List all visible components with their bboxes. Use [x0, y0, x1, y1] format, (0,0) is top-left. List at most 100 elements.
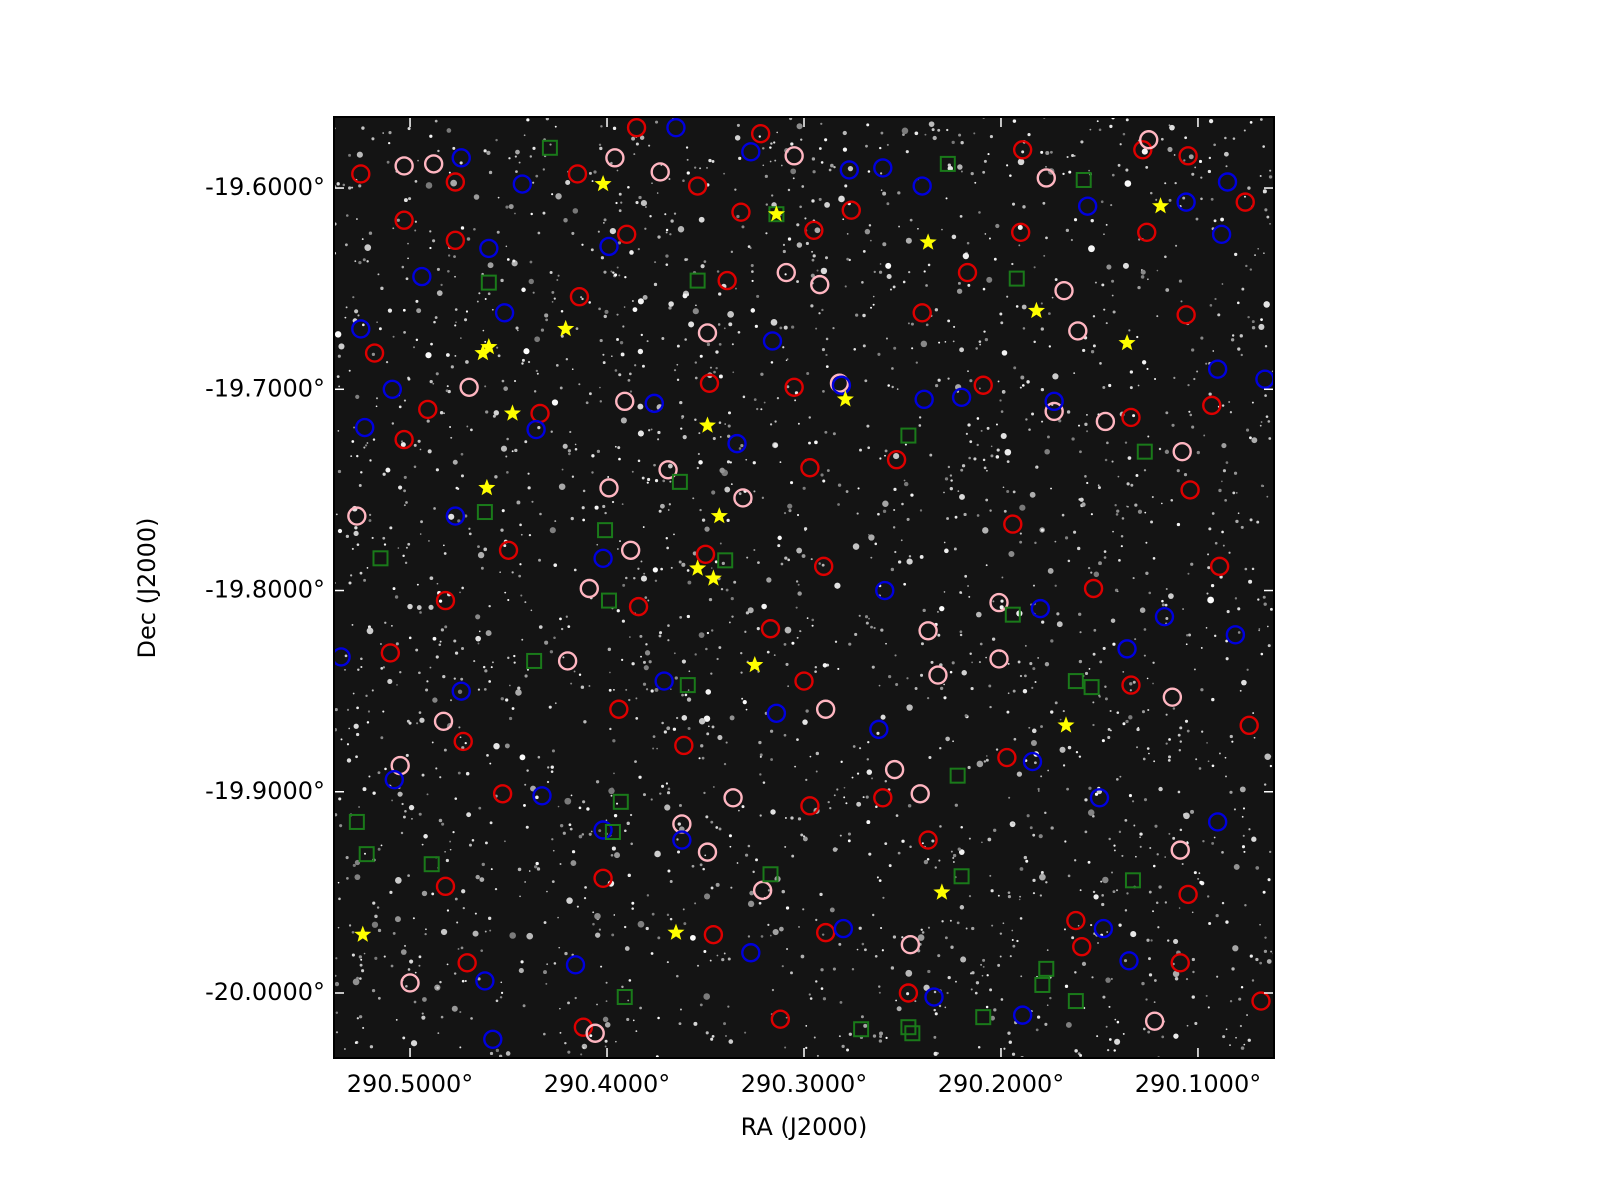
background-star	[1219, 575, 1223, 579]
background-star	[760, 408, 763, 411]
background-star	[434, 119, 438, 123]
background-star	[766, 577, 772, 583]
background-star	[759, 814, 762, 817]
background-star	[610, 270, 613, 273]
background-star	[1257, 598, 1260, 601]
background-star	[1028, 726, 1031, 729]
circle-marker	[1030, 598, 1051, 619]
background-star	[961, 670, 967, 676]
background-star	[731, 615, 734, 618]
background-star	[583, 897, 587, 900]
background-star	[1241, 815, 1244, 818]
background-star	[723, 762, 727, 766]
background-star	[1034, 681, 1037, 684]
background-star	[609, 671, 611, 674]
background-star	[694, 902, 697, 905]
background-star	[718, 374, 723, 379]
background-star	[1173, 154, 1176, 156]
background-star	[1207, 566, 1211, 570]
background-star	[379, 642, 382, 645]
background-star	[647, 599, 650, 602]
background-star	[1221, 480, 1223, 483]
background-star	[1118, 830, 1122, 834]
star-marker	[1118, 334, 1136, 351]
background-star	[400, 831, 404, 835]
background-star	[1237, 512, 1240, 515]
background-star	[1108, 383, 1112, 388]
background-star	[508, 157, 511, 160]
background-star	[1012, 490, 1016, 494]
background-star	[900, 539, 903, 542]
background-star	[676, 974, 679, 978]
background-star	[1164, 182, 1167, 185]
circle-marker	[1207, 359, 1228, 379]
background-star	[709, 959, 712, 962]
background-star	[439, 776, 442, 779]
background-star	[431, 892, 435, 896]
background-star	[938, 859, 941, 862]
background-star	[886, 273, 892, 280]
background-star	[394, 916, 401, 923]
background-star	[917, 934, 925, 941]
background-star	[764, 174, 768, 178]
background-star	[727, 434, 731, 438]
background-star	[877, 512, 880, 516]
background-star	[936, 1052, 939, 1055]
background-star	[351, 186, 354, 189]
background-star	[790, 481, 794, 485]
background-star	[1032, 667, 1036, 671]
background-star	[1112, 530, 1114, 533]
background-star	[345, 534, 350, 539]
background-star	[770, 758, 774, 761]
background-star	[1074, 971, 1077, 974]
background-star	[705, 1031, 709, 1035]
circle-marker	[1022, 751, 1043, 772]
background-star	[1088, 169, 1090, 172]
background-star	[1119, 143, 1122, 146]
background-star	[462, 906, 465, 910]
background-star	[1244, 567, 1248, 571]
background-star	[542, 168, 546, 171]
background-star	[472, 930, 479, 937]
background-star	[687, 727, 691, 730]
background-star	[564, 1041, 567, 1045]
background-star	[596, 543, 599, 546]
circle-marker	[1172, 441, 1192, 462]
background-star	[1050, 826, 1054, 830]
background-star	[730, 886, 733, 889]
background-star	[702, 867, 705, 871]
background-star	[710, 629, 714, 632]
background-star	[1054, 701, 1058, 705]
background-star	[602, 1016, 609, 1023]
background-star	[1161, 599, 1164, 603]
background-star	[1195, 217, 1199, 221]
background-star	[949, 919, 952, 922]
background-star	[1029, 491, 1036, 498]
background-star	[1104, 685, 1107, 688]
background-star	[524, 440, 528, 444]
circle-marker	[615, 391, 635, 412]
background-star	[559, 1031, 562, 1034]
background-star	[1035, 466, 1037, 469]
background-star	[610, 853, 614, 857]
background-star	[515, 149, 520, 155]
background-star	[818, 197, 822, 201]
background-star	[565, 180, 571, 186]
background-star	[684, 693, 688, 697]
background-star	[532, 146, 536, 150]
background-star	[926, 857, 930, 861]
background-star	[718, 827, 722, 831]
background-star	[517, 329, 519, 332]
background-star	[1155, 901, 1159, 904]
background-star	[1184, 136, 1188, 140]
background-star	[947, 377, 950, 380]
background-star	[432, 636, 437, 641]
background-star	[729, 461, 732, 464]
background-star	[954, 803, 958, 807]
background-star	[348, 581, 352, 585]
background-star	[637, 247, 640, 251]
background-star	[1224, 498, 1227, 502]
background-star	[1084, 475, 1087, 478]
background-star	[440, 1015, 444, 1019]
background-star	[971, 926, 975, 931]
